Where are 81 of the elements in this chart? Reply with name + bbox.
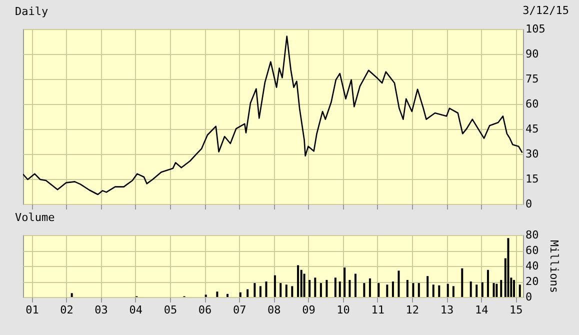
y-tick-label: 105 bbox=[526, 22, 546, 36]
y-tick-label: 75 bbox=[526, 72, 539, 86]
bar bbox=[297, 265, 300, 297]
y-tick-label: 30 bbox=[526, 148, 539, 160]
y-tick-label: 0 bbox=[526, 290, 532, 304]
bar bbox=[334, 278, 336, 297]
bar bbox=[363, 283, 366, 297]
bar bbox=[344, 268, 346, 297]
y-tick-label: 45 bbox=[526, 122, 539, 136]
bar bbox=[406, 280, 408, 297]
bar bbox=[386, 284, 388, 297]
bar bbox=[368, 278, 371, 297]
x-tick-label: 09 bbox=[302, 304, 316, 316]
bar bbox=[354, 274, 356, 297]
chart-title: Daily bbox=[15, 5, 48, 18]
bar bbox=[500, 280, 502, 297]
x-tick-label: 08 bbox=[267, 304, 281, 316]
bar bbox=[418, 283, 420, 297]
bar bbox=[492, 283, 495, 297]
x-tick-label: 15 bbox=[509, 304, 523, 316]
x-tick-label: 10 bbox=[336, 304, 350, 316]
bar bbox=[432, 284, 434, 297]
y-tick-label: 20 bbox=[526, 275, 539, 288]
y-tick-label: 60 bbox=[526, 244, 539, 257]
bar bbox=[326, 280, 328, 297]
y-tick-label: 0 bbox=[526, 198, 532, 210]
bar bbox=[378, 283, 380, 297]
bar bbox=[285, 284, 288, 297]
bar bbox=[254, 283, 256, 297]
bar bbox=[320, 283, 322, 297]
bar bbox=[486, 270, 489, 297]
y-tick-label: 15 bbox=[526, 172, 539, 186]
bar bbox=[461, 268, 464, 297]
x-tick-label: 06 bbox=[198, 304, 212, 316]
bar bbox=[446, 284, 449, 297]
x-tick-label: 03 bbox=[94, 304, 108, 316]
y-tick-label: 90 bbox=[526, 48, 539, 60]
bar bbox=[392, 282, 394, 297]
x-tick-label: 11 bbox=[371, 304, 384, 316]
x-tick-label: 05 bbox=[164, 304, 178, 316]
bar bbox=[518, 284, 521, 297]
bar bbox=[513, 280, 516, 297]
y-axis-title: Millions bbox=[548, 240, 561, 293]
x-tick-label: 01 bbox=[26, 304, 39, 316]
bar bbox=[476, 284, 478, 297]
bar bbox=[291, 286, 294, 297]
bar bbox=[438, 285, 440, 297]
line-series bbox=[23, 36, 523, 196]
bar bbox=[259, 286, 262, 297]
x-tick-label: 02 bbox=[60, 304, 74, 316]
bar bbox=[314, 278, 316, 297]
x-tick-label: 04 bbox=[129, 304, 143, 316]
bar bbox=[470, 282, 472, 297]
bar bbox=[496, 284, 498, 297]
bar bbox=[280, 283, 282, 297]
bar bbox=[246, 289, 249, 297]
text: 3/12/15 bbox=[522, 4, 569, 17]
bar bbox=[226, 294, 229, 297]
bar bbox=[265, 282, 268, 297]
x-tick-label: 13 bbox=[440, 304, 454, 316]
bar bbox=[507, 238, 510, 297]
chart-title: Volume bbox=[15, 211, 55, 224]
y-tick-label: 80 bbox=[526, 228, 539, 242]
bar bbox=[481, 282, 484, 297]
bar bbox=[338, 282, 341, 297]
bar bbox=[303, 274, 306, 297]
bar bbox=[426, 276, 429, 297]
bar bbox=[398, 270, 400, 297]
x-tick-label: 12 bbox=[406, 304, 420, 316]
bar bbox=[412, 283, 414, 297]
y-tick-label: 60 bbox=[526, 98, 539, 110]
bar bbox=[274, 275, 276, 297]
bar bbox=[70, 293, 73, 297]
bar bbox=[239, 292, 242, 297]
bar bbox=[348, 280, 351, 297]
x-tick-label: 14 bbox=[474, 304, 489, 316]
y-tick-label: 40 bbox=[526, 260, 539, 272]
bar bbox=[308, 280, 311, 297]
x-tick-label: 07 bbox=[232, 304, 246, 316]
bar bbox=[452, 286, 454, 297]
bar bbox=[216, 292, 218, 297]
